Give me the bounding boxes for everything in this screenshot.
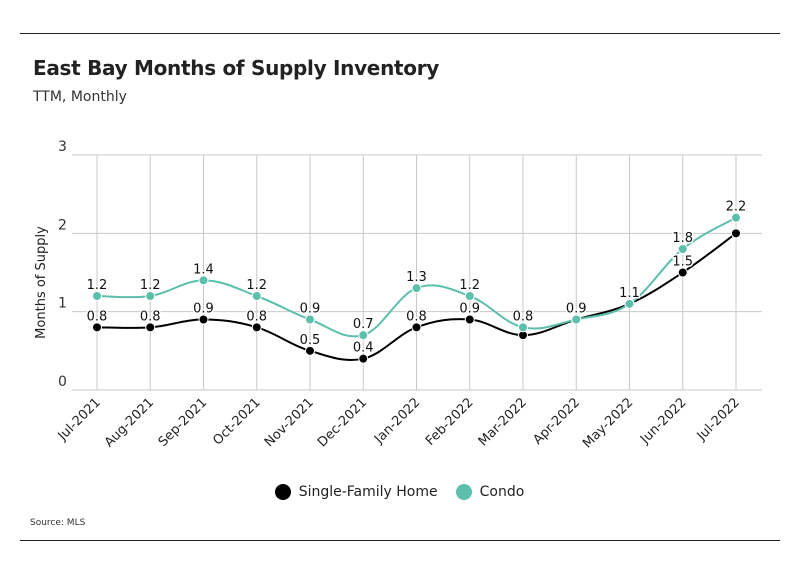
chart-legend: Single-Family Home Condo	[0, 484, 799, 500]
y-tick-label: 2	[58, 217, 67, 233]
x-tick-label: Nov-2021	[262, 395, 317, 450]
data-label-condo: 1.2	[140, 278, 161, 293]
data-point-single-family	[464, 314, 475, 325]
x-tick-label: Jun-2022	[637, 395, 689, 447]
data-label-single-family: 0.8	[140, 309, 161, 324]
data-point-condo	[92, 291, 102, 301]
y-tick-label: 3	[58, 139, 67, 155]
data-point-single-family	[198, 314, 209, 325]
x-tick-label: Sep-2021	[156, 395, 211, 450]
data-point-condo	[198, 275, 209, 286]
data-point-condo	[731, 212, 741, 223]
legend-label-single-family: Single-Family Home	[298, 484, 438, 500]
bottom-rule	[20, 540, 780, 541]
y-axis-label: Months of Supply	[34, 226, 49, 339]
data-point-single-family	[358, 353, 369, 364]
data-label-single-family: 0.5	[300, 333, 321, 348]
data-label-condo: 1.2	[459, 278, 480, 293]
data-point-condo	[571, 314, 582, 325]
data-point-condo	[358, 330, 369, 341]
data-label-single-family: 0.8	[87, 309, 108, 324]
x-tick-label: Oct-2021	[210, 395, 263, 448]
data-label-condo: 0.9	[300, 302, 321, 317]
data-point-single-family	[731, 228, 741, 239]
data-point-single-family	[251, 322, 262, 333]
legend-marker-single-family	[274, 484, 291, 500]
data-label-single-family: 0.9	[459, 302, 480, 317]
data-point-condo	[624, 298, 635, 309]
source-note: Source: MLS	[30, 518, 86, 528]
data-label-condo: 1.1	[619, 286, 640, 301]
data-point-condo	[518, 322, 528, 333]
data-point-single-family	[145, 322, 156, 333]
data-point-condo	[251, 291, 262, 301]
x-tick-label: Jul-2021	[55, 395, 104, 444]
data-point-single-family	[411, 322, 422, 333]
legend-item-condo: Condo	[455, 484, 525, 500]
x-tick-label: Feb-2022	[423, 395, 477, 449]
data-label-single-family: 0.4	[353, 341, 374, 356]
x-tick-label: Aug-2021	[102, 395, 157, 450]
legend-marker-condo	[455, 484, 472, 500]
legend-item-single-family: Single-Family Home	[274, 484, 438, 500]
data-point-single-family	[92, 322, 102, 333]
data-label-condo: 1.8	[672, 231, 693, 246]
data-label-condo: 0.9	[566, 302, 587, 317]
data-label-condo: 1.3	[406, 270, 427, 285]
data-point-single-family	[305, 345, 315, 356]
x-tick-label: May-2022	[580, 395, 636, 451]
data-label-single-family: 0.8	[406, 309, 427, 324]
data-point-condo	[677, 244, 688, 254]
data-label-condo: 0.7	[353, 317, 374, 332]
data-label-condo: 1.2	[246, 278, 267, 293]
data-label-single-family: 0.9	[193, 302, 214, 317]
data-label-single-family: 1.5	[672, 255, 693, 270]
legend-label-condo: Condo	[479, 484, 525, 500]
data-label-condo: 1.2	[87, 278, 108, 293]
x-tick-label: Mar-2022	[476, 395, 530, 449]
y-tick-label: 1	[58, 296, 67, 312]
data-point-condo	[411, 283, 422, 294]
x-tick-label: Apr-2022	[530, 395, 583, 448]
chart-title: East Bay Months of Supply Inventory	[33, 56, 440, 80]
data-point-condo	[145, 291, 156, 301]
data-point-condo	[464, 291, 475, 301]
data-label-condo: 2.2	[726, 200, 747, 215]
chart-subtitle: TTM, Monthly	[33, 89, 127, 105]
data-label-condo: 1.4	[193, 262, 214, 277]
data-label-single-family: 0.8	[246, 309, 267, 324]
data-point-condo	[305, 314, 315, 325]
x-tick-label: Jan-2022	[371, 395, 423, 447]
data-label-condo: 0.8	[513, 309, 534, 324]
top-rule	[20, 33, 780, 34]
data-point-single-family	[677, 267, 688, 278]
x-tick-label: Jul-2022	[694, 395, 743, 444]
y-tick-label: 0	[58, 374, 67, 390]
x-tick-label: Dec-2021	[315, 395, 370, 450]
